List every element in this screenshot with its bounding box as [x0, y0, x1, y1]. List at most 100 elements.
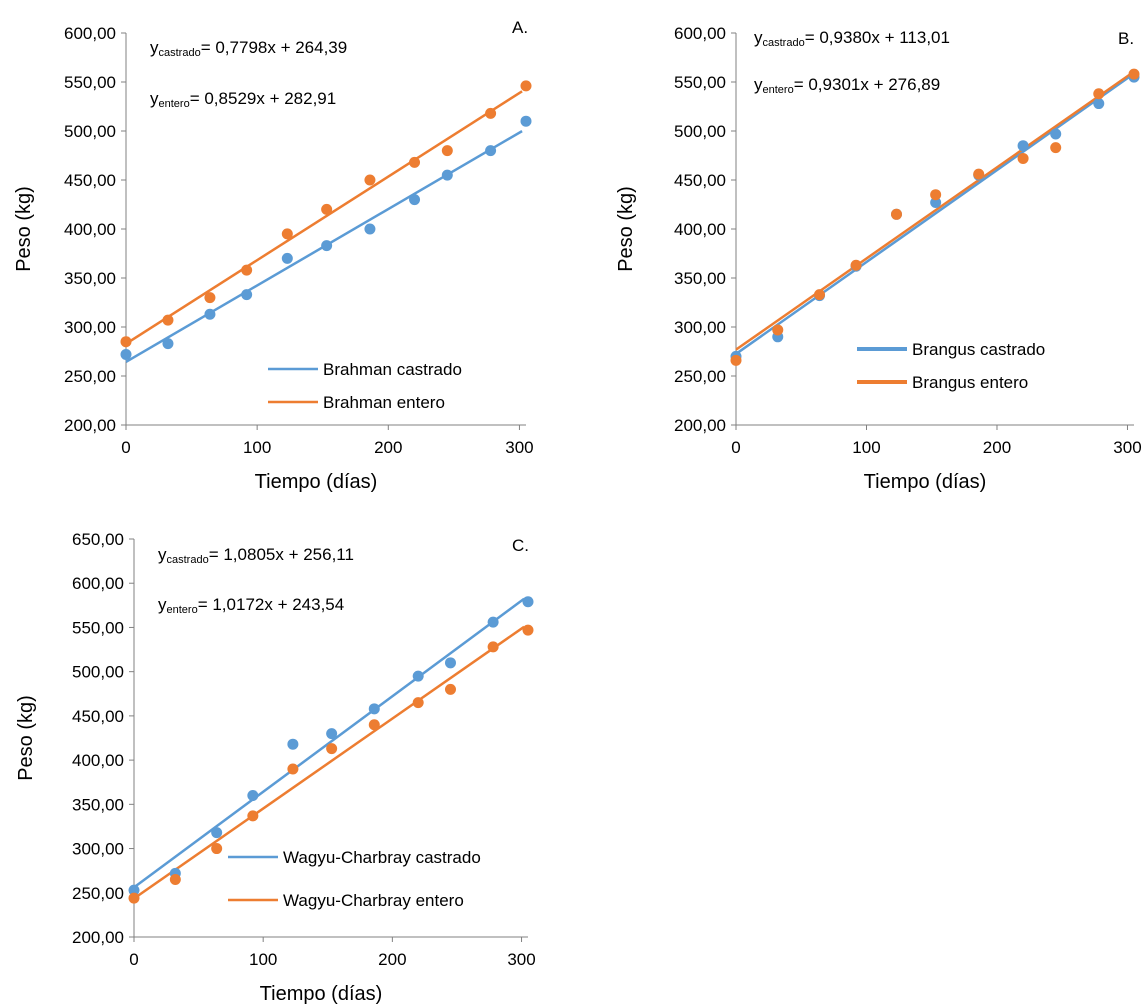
data-point-castrado: [930, 197, 942, 209]
data-point-castrado: [128, 884, 140, 896]
trendline-entero: [735, 73, 1131, 351]
x-tick-label: 300: [505, 438, 533, 457]
data-point-castrado: [281, 252, 293, 264]
y-tick-label: 200,00: [72, 928, 124, 947]
y-tick-label: 550,00: [64, 73, 116, 92]
x-tick-label: 0: [129, 950, 138, 969]
data-point-castrado: [211, 827, 223, 839]
legend-label-castrado: Brangus castrado: [912, 340, 1045, 359]
y-tick-label: 200,00: [674, 416, 726, 435]
x-tick-label: 300: [1113, 438, 1141, 457]
chart-panel-1: 200,00 250,00 300,00 350,00 400,00 450,00 500,…: [13, 18, 534, 493]
panel-label: A.: [512, 18, 528, 37]
y-tick-label: 350,00: [64, 269, 116, 288]
x-tick-label: 200: [378, 950, 406, 969]
panel-label: C.: [512, 536, 529, 555]
data-point-castrado: [485, 145, 497, 157]
chart-panel-2: 200,00 250,00 300,00 350,00 400,00 450,00 500,…: [615, 24, 1142, 493]
legend-label-entero: Brahman entero: [323, 393, 445, 412]
y-tick-label: 300,00: [72, 840, 124, 859]
y-tick-label: 350,00: [674, 269, 726, 288]
data-point-entero: [930, 189, 942, 201]
y-axis-title: Peso (kg): [15, 695, 37, 781]
data-point-entero: [120, 336, 132, 348]
trendline-castrado: [735, 75, 1131, 355]
y-tick-label: 550,00: [674, 73, 726, 92]
data-point-castrado: [444, 657, 456, 669]
data-point-entero: [730, 354, 742, 366]
legend-label-castrado: Brahman castrado: [323, 360, 462, 379]
x-axis-title: Tiempo (días): [864, 471, 987, 493]
chart-panel-3: 200,00 250,00 300,00 350,00 400,00 450,00 500,…: [15, 530, 536, 1005]
data-point-castrado: [287, 738, 299, 750]
panel-label: B.: [1118, 29, 1134, 48]
x-axis-title: Tiempo (días): [255, 471, 378, 493]
equation-entero: yentero= 0,8529x + 282,91: [150, 89, 336, 110]
data-point-entero: [364, 174, 376, 186]
data-point-castrado: [321, 240, 333, 252]
trendline-entero: [125, 90, 523, 345]
data-point-castrado: [120, 348, 132, 360]
data-point-entero: [412, 697, 424, 709]
y-tick-label: 300,00: [674, 318, 726, 337]
y-tick-label: 250,00: [72, 884, 124, 903]
data-point-castrado: [1093, 98, 1105, 110]
y-tick-label: 650,00: [72, 530, 124, 549]
data-point-entero: [162, 314, 174, 326]
equation-entero: yentero= 0,9301x + 276,89: [754, 75, 940, 96]
data-point-entero: [169, 874, 181, 886]
data-point-entero: [1017, 152, 1029, 164]
y-tick-label: 400,00: [64, 220, 116, 239]
data-point-entero: [281, 228, 293, 240]
data-point-castrado: [326, 728, 338, 740]
data-point-entero: [247, 810, 259, 822]
x-tick-label: 100: [243, 438, 271, 457]
y-tick-label: 450,00: [72, 707, 124, 726]
data-point-entero: [891, 208, 903, 220]
y-tick-label: 600,00: [674, 24, 726, 43]
y-axis-title: Peso (kg): [615, 186, 637, 272]
data-point-entero: [326, 743, 338, 755]
data-point-entero: [441, 145, 453, 157]
data-point-entero: [128, 892, 140, 904]
data-point-castrado: [162, 338, 174, 350]
legend-label-castrado: Wagyu-Charbray castrado: [283, 848, 481, 867]
data-point-entero: [444, 683, 456, 695]
y-tick-label: 450,00: [64, 171, 116, 190]
x-axis-title: Tiempo (días): [260, 983, 383, 1005]
data-point-entero: [487, 641, 499, 653]
y-tick-label: 500,00: [64, 122, 116, 141]
x-tick-label: 100: [249, 950, 277, 969]
equation-castrado: ycastrado= 0,9380x + 113,01: [754, 28, 950, 49]
x-tick-label: 200: [374, 438, 402, 457]
y-tick-label: 250,00: [674, 367, 726, 386]
data-point-castrado: [409, 194, 421, 206]
y-tick-label: 450,00: [674, 171, 726, 190]
y-tick-label: 400,00: [674, 220, 726, 239]
data-point-castrado: [364, 223, 376, 235]
y-tick-label: 250,00: [64, 367, 116, 386]
data-point-entero: [850, 259, 862, 271]
data-point-castrado: [1050, 128, 1062, 140]
trendline-entero: [133, 625, 525, 900]
data-point-entero: [211, 843, 223, 855]
legend-label-entero: Wagyu-Charbray entero: [283, 891, 464, 910]
y-axis-title: Peso (kg): [13, 186, 35, 272]
data-point-entero: [287, 763, 299, 775]
data-point-entero: [1050, 142, 1062, 154]
equation-entero: yentero= 1,0172x + 243,54: [158, 595, 344, 616]
data-point-castrado: [204, 308, 216, 320]
data-point-castrado: [441, 169, 453, 181]
data-point-entero: [321, 203, 333, 215]
data-point-entero: [1093, 88, 1105, 100]
y-tick-label: 600,00: [72, 574, 124, 593]
y-tick-label: 500,00: [72, 663, 124, 682]
x-tick-label: 100: [852, 438, 880, 457]
data-point-castrado: [1017, 140, 1029, 152]
data-point-entero: [204, 292, 216, 304]
data-point-entero: [814, 289, 826, 301]
y-tick-label: 550,00: [72, 618, 124, 637]
data-point-entero: [973, 168, 985, 180]
